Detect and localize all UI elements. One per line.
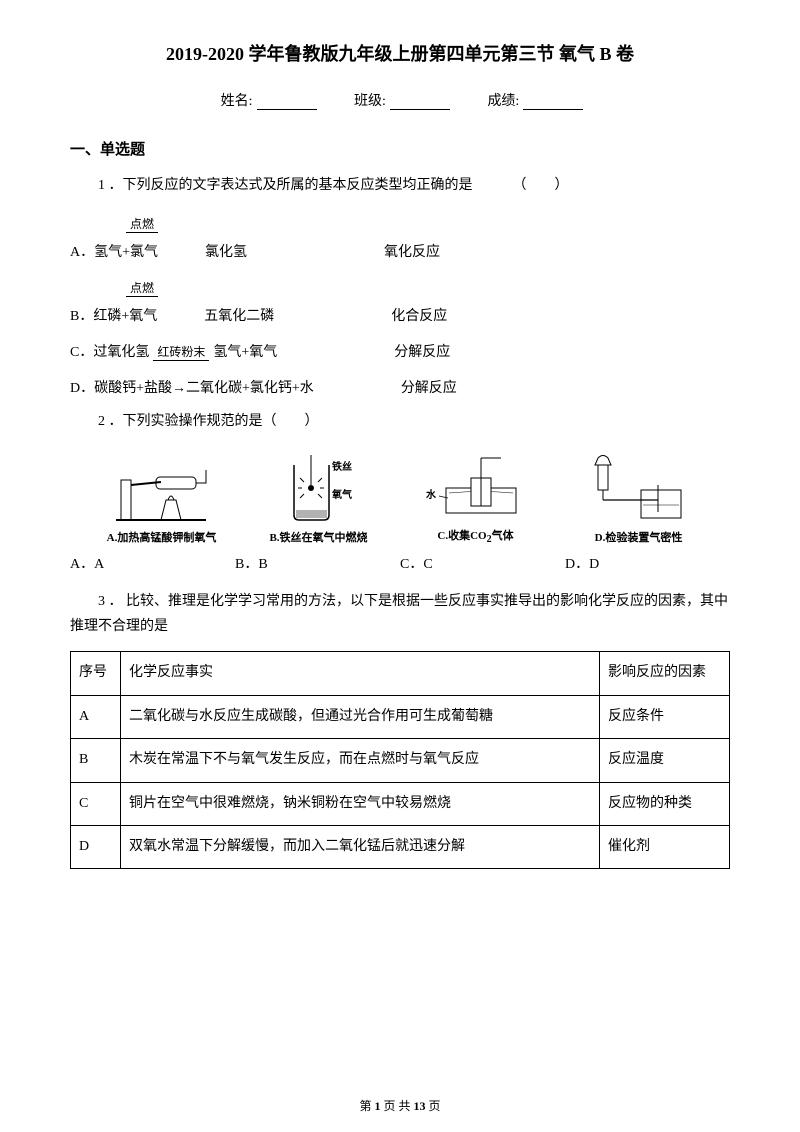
- section-heading: 一、单选题: [70, 138, 730, 159]
- fig-b: 铁丝 氧气 B.铁丝在氧气中燃烧: [269, 450, 367, 545]
- q2-answers: A．A B．B C．C D．D: [70, 553, 730, 573]
- apparatus-iron-burn-icon: 铁丝 氧气: [274, 450, 364, 525]
- q2-ans-a: A．A: [70, 553, 235, 573]
- student-info-line: 姓名: 班级: 成绩:: [70, 90, 730, 110]
- svg-text:水: 水: [425, 488, 437, 501]
- fig-a-label: A.加热高锰酸钾制氧气: [107, 529, 217, 545]
- class-blank[interactable]: [390, 96, 450, 110]
- table-row: D 双氧水常温下分解缓慢，而加入二氧化锰后就迅速分解 催化剂: [71, 825, 730, 868]
- q2-ans-b: B．B: [235, 553, 400, 573]
- table-row: 序号 化学反应事实 影响反应的因素: [71, 652, 730, 695]
- page-footer: 第 1 页 共 13 页: [0, 1097, 800, 1114]
- apparatus-airtight-icon: [583, 450, 693, 525]
- fig-b-label: B.铁丝在氧气中燃烧: [269, 529, 367, 545]
- fig-d-label: D.检验装置气密性: [595, 529, 683, 545]
- fig-c-label: C.收集CO2气体: [437, 527, 513, 545]
- q2-ans-d: D．D: [565, 553, 730, 573]
- apparatus-collect-co2-icon: 水: [421, 448, 531, 523]
- fig-c: 水 C.收集CO2气体: [421, 448, 531, 545]
- q1-option-a: 点燃 A．氢气+氯气 氯化氢 氧化反应: [70, 211, 730, 267]
- class-label: 班级:: [354, 94, 386, 109]
- q3-stem: 3 ． 比较、推理是化学学习常用的方法，以下是根据一些反应事实推导出的影响化学反…: [70, 589, 730, 639]
- table-row: C 铜片在空气中很难燃烧，钠米铜粉在空气中较易燃烧 反应物的种类: [71, 782, 730, 825]
- page-title: 2019-2020 学年鲁教版九年级上册第四单元第三节 氧气 B 卷: [70, 40, 730, 66]
- q2-figures: A.加热高锰酸钾制氧气 铁丝 氧气 B.铁丝在氧气中燃烧 水: [70, 448, 730, 545]
- q1-option-d: D．碳酸钙+盐酸→二氧化碳+氯化钙+水 分解反应: [70, 375, 730, 403]
- q2-stem: 2 ．下列实验操作规范的是（ ）: [70, 411, 730, 433]
- svg-text:氧气: 氧气: [331, 488, 352, 501]
- table-row: B 木炭在常温下不与氧气发生反应，而在点燃时与氧气反应 反应温度: [71, 739, 730, 782]
- q1-option-b: 点燃 B．红磷+氧气 五氧化二磷 化合反应: [70, 275, 730, 331]
- q1-option-c: C．过氧化氢红砖粉末氢气+氧气 分解反应: [70, 339, 730, 367]
- th-factor: 影响反应的因素: [600, 652, 730, 695]
- th-seq: 序号: [71, 652, 121, 695]
- fig-d: D.检验装置气密性: [583, 450, 693, 545]
- name-blank[interactable]: [257, 96, 317, 110]
- q3-table: 序号 化学反应事实 影响反应的因素 A 二氧化碳与水反应生成碳酸，但通过光合作用…: [70, 651, 730, 869]
- score-blank[interactable]: [523, 96, 583, 110]
- q1-stem: 1 ．下列反应的文字表达式及所属的基本反应类型均正确的是（ ）: [70, 175, 730, 197]
- apparatus-heating-icon: [106, 450, 216, 525]
- table-row: A 二氧化碳与水反应生成碳酸，但通过光合作用可生成葡萄糖 反应条件: [71, 695, 730, 738]
- fig-a: A.加热高锰酸钾制氧气: [106, 450, 216, 545]
- th-fact: 化学反应事实: [121, 652, 600, 695]
- q2-ans-c: C．C: [400, 553, 565, 573]
- name-label: 姓名:: [221, 94, 253, 109]
- score-label: 成绩:: [487, 94, 519, 109]
- svg-text:铁丝: 铁丝: [332, 460, 352, 473]
